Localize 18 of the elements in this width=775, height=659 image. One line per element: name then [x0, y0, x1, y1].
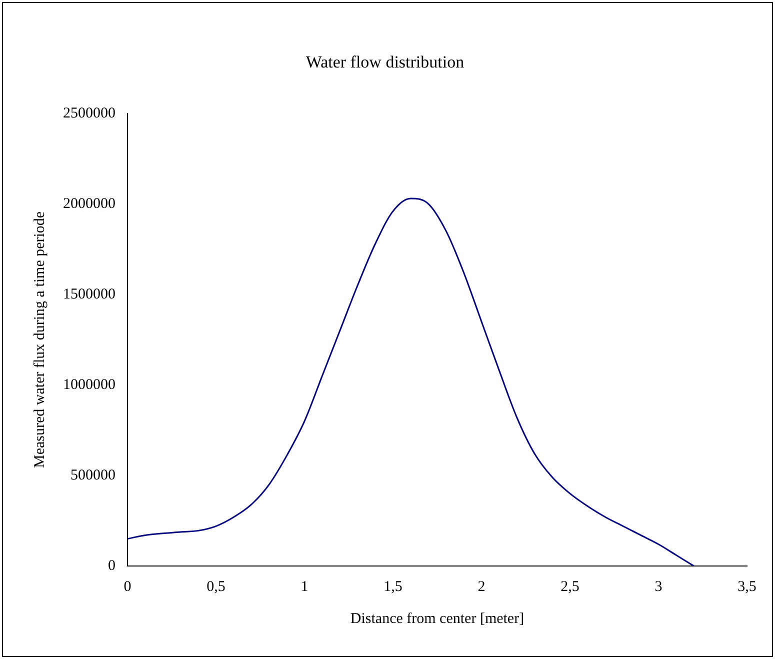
x-tick-label: 1 — [300, 578, 308, 595]
x-tick-label: 3,5 — [738, 578, 756, 595]
line-series — [128, 198, 695, 566]
x-tick-label: 2 — [478, 578, 486, 595]
x-tick-label: 0,5 — [206, 578, 226, 595]
chart-title: Water flow distribution — [306, 52, 465, 72]
y-tick-label: 0 — [108, 558, 116, 574]
x-tick-label: 0 — [124, 578, 132, 595]
y-tick-label: 500000 — [70, 467, 116, 484]
y-tick-label: 2500000 — [63, 105, 116, 122]
x-tick-label: 2,5 — [560, 578, 580, 595]
y-tick-label: 1500000 — [63, 286, 116, 302]
x-axis-title: Distance from center [meter] — [350, 610, 524, 627]
x-tick-label: 3 — [654, 578, 662, 595]
y-tick-label: 1000000 — [63, 376, 116, 393]
x-tick-label: 1,5 — [384, 578, 402, 595]
y-tick-label: 2000000 — [63, 196, 116, 212]
y-axis-title: Measured water flux during a time periode — [32, 211, 48, 468]
